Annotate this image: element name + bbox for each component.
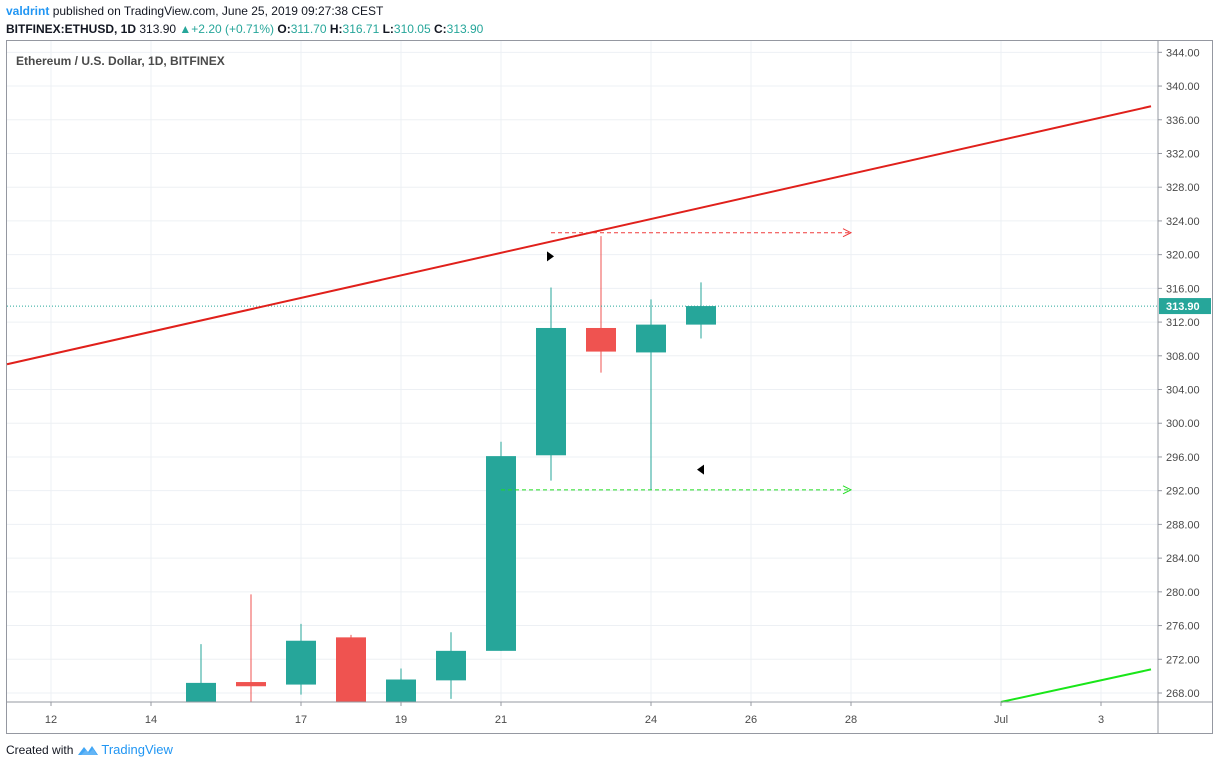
price-tick-label: 324.00 (1166, 216, 1200, 228)
high-label: H: (329, 22, 343, 36)
resistance-projection-arrowhead (842, 228, 853, 238)
candle-body (236, 682, 266, 687)
low-label: L: (382, 22, 394, 36)
last-price-badge (1159, 298, 1211, 315)
time-axis: 12 14 17 19 21 24 26 28 Jul 3 (7, 701, 1212, 726)
time-tick-label: 21 (495, 714, 507, 726)
price-tick-label: 336.00 (1166, 115, 1200, 127)
candle (386, 668, 416, 702)
change-up-icon: ▲ (179, 22, 192, 36)
candle (286, 623, 316, 695)
support-trendline (1000, 668, 1152, 703)
chart-legend: Ethereum / U.S. Dollar, 1D, BITFINEX (16, 54, 225, 68)
high-value: 316.71 (342, 22, 380, 36)
symbol-name: BITFINEX:ETHUSD, 1D (6, 22, 137, 36)
price-tick-label: 344.00 (1166, 47, 1200, 59)
price-tick-label: 292.00 (1166, 486, 1200, 498)
created-with-text: Created with (6, 742, 74, 757)
price-axis: 268.00 272.00 276.00 280.00 284.00 288.00 292.… (1157, 41, 1211, 733)
price-tick-label: 312.00 (1166, 317, 1200, 329)
open-value: 311.70 (290, 22, 327, 36)
candle-body (186, 682, 216, 702)
time-tick-label: 14 (145, 714, 157, 726)
time-tick-label: Jul (994, 714, 1008, 726)
support-projection-arrowhead (842, 485, 853, 495)
close-label: C: (433, 22, 447, 36)
price-tick-label: 268.00 (1166, 688, 1200, 700)
candle-body (486, 456, 516, 651)
price-tick-label: 308.00 (1166, 351, 1200, 363)
price-tick-label: 276.00 (1166, 621, 1200, 633)
price-tick-label: 316.00 (1166, 283, 1200, 295)
candle-body (586, 327, 616, 352)
candle (536, 287, 566, 481)
close-value: 313.90 (446, 22, 484, 36)
candle-body (536, 327, 566, 456)
candle (686, 282, 716, 339)
price-tick-label: 340.00 (1166, 81, 1200, 93)
candle (436, 632, 466, 699)
price-tick-label: 288.00 (1166, 519, 1200, 531)
time-tick-label: 3 (1098, 714, 1104, 726)
price-tick-label: 332.00 (1166, 148, 1200, 160)
candle (486, 441, 516, 651)
last-price-badge-label: 313.90 (1166, 301, 1200, 313)
time-tick-label: 28 (845, 714, 857, 726)
candle-body (336, 637, 366, 702)
price-tick-label: 300.00 (1166, 418, 1200, 430)
time-tick-label: 17 (295, 714, 307, 726)
candle-body (636, 324, 666, 353)
candle (186, 644, 216, 702)
candle (636, 299, 666, 490)
arrow-marker-right-icon (547, 251, 554, 262)
time-tick-label: 24 (645, 714, 657, 726)
price-change: +2.20 (+0.71%) (191, 22, 275, 36)
tradingview-brand[interactable]: TradingView (101, 742, 173, 757)
grid-lines (7, 41, 1158, 702)
price-tick-label: 284.00 (1166, 553, 1200, 565)
candle (236, 594, 266, 702)
open-label: O: (277, 22, 291, 36)
resistance-trendline (6, 105, 1152, 366)
price-tick-label: 280.00 (1166, 587, 1200, 599)
price-tick-label: 272.00 (1166, 654, 1200, 666)
price-tick-label: 320.00 (1166, 250, 1200, 262)
price-tick-label: 296.00 (1166, 452, 1200, 464)
published-text: published on TradingView.com, June 25, 2… (52, 4, 384, 18)
price-tick-label: 328.00 (1166, 182, 1200, 194)
last-price: 313.90 (139, 22, 177, 36)
candle-body (386, 679, 416, 702)
candle (586, 236, 616, 373)
candle-body (436, 650, 466, 681)
footer: Created with TradingView (6, 742, 173, 757)
publish-info: valdrint published on TradingView.com, J… (6, 4, 383, 18)
chart-frame (6, 40, 1213, 734)
low-value: 310.05 (393, 22, 431, 36)
arrow-marker-left-icon (697, 464, 704, 475)
price-tick-label: 304.00 (1166, 385, 1200, 397)
candles (186, 236, 716, 702)
time-tick-label: 19 (395, 714, 407, 726)
candle (336, 634, 366, 702)
candle-body (286, 640, 316, 685)
tradingview-logo-icon (77, 743, 99, 757)
publisher-name[interactable]: valdrint (6, 4, 50, 18)
drawings (6, 105, 1158, 703)
candle-body (686, 306, 716, 325)
time-tick-label: 12 (45, 714, 57, 726)
symbol-info-bar: BITFINEX:ETHUSD, 1D 313.90 ▲+2.20 (+0.71… (6, 22, 483, 36)
time-tick-label: 26 (745, 714, 757, 726)
